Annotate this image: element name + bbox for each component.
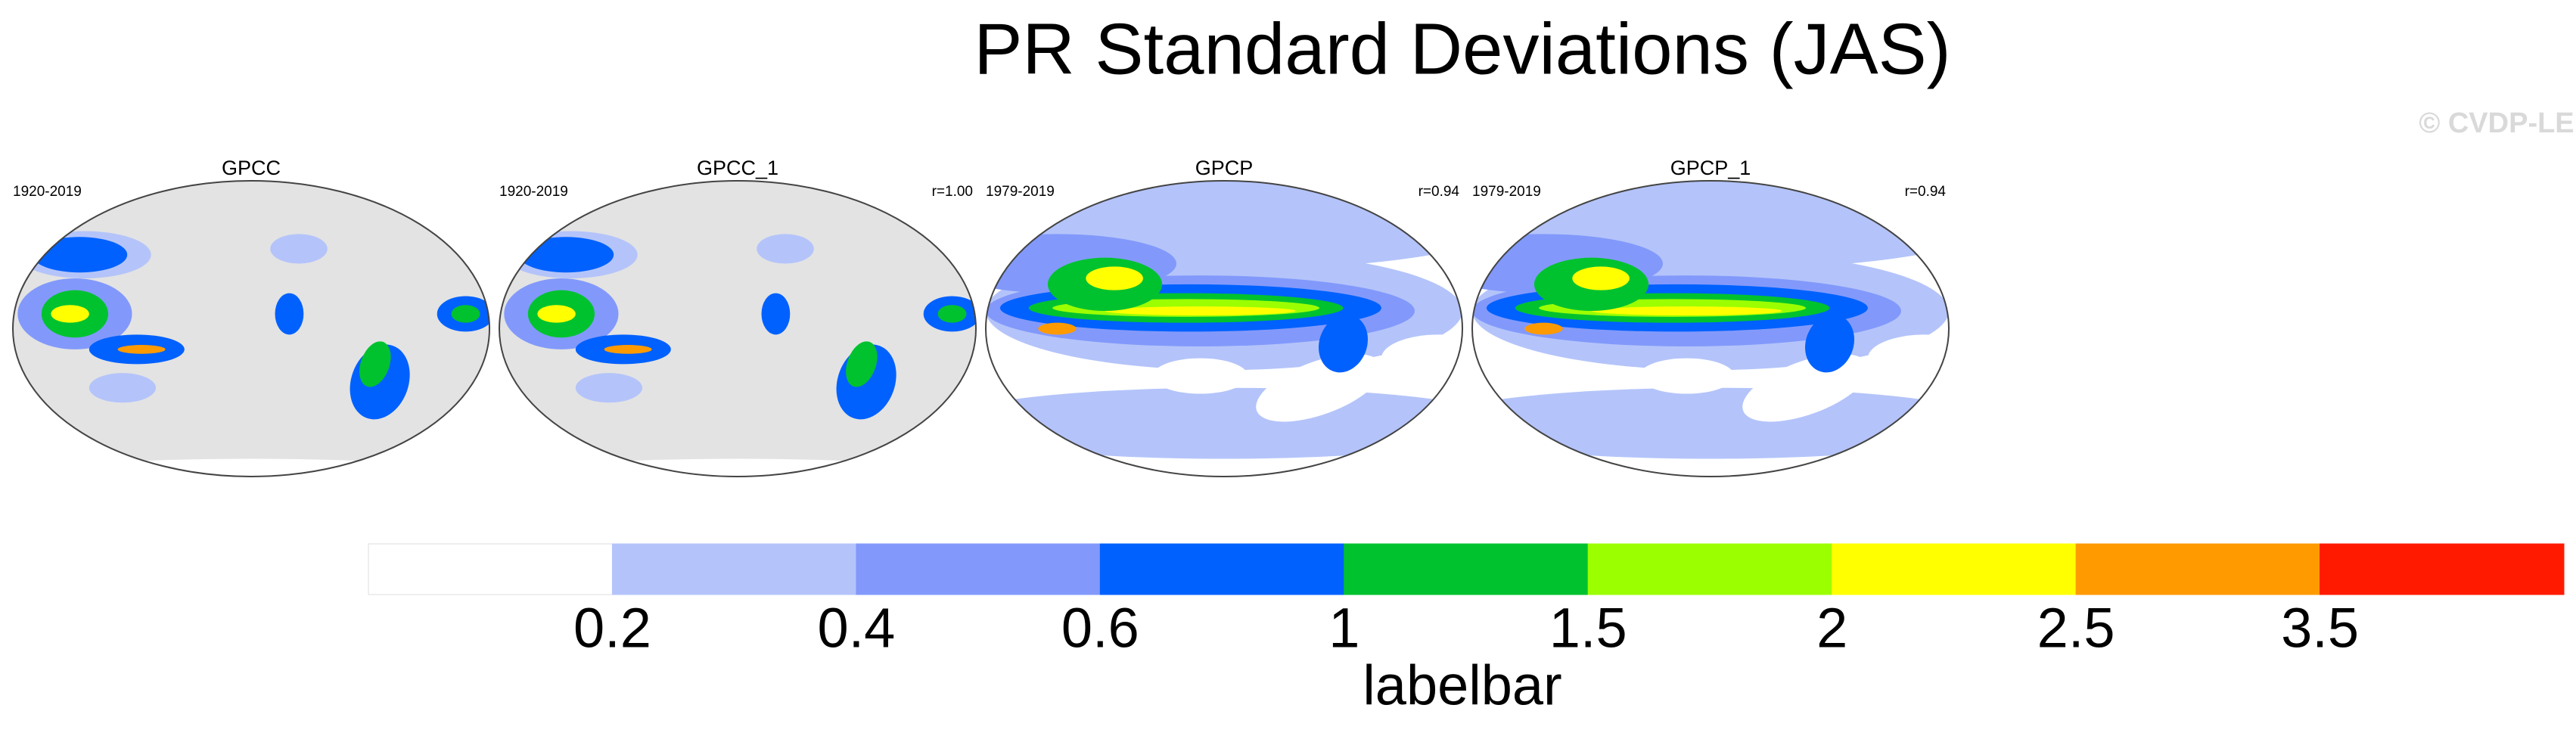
field-patch bbox=[604, 345, 652, 354]
panel-period: 1920-2019 bbox=[13, 184, 82, 200]
field-patch bbox=[518, 237, 614, 273]
colorbar-box bbox=[1832, 543, 2077, 595]
field-patch bbox=[1742, 353, 1869, 422]
colorbar-tick-label: 0.6 bbox=[1061, 597, 1139, 660]
field-patch bbox=[1472, 387, 1949, 459]
field-patch bbox=[1572, 266, 1630, 290]
colorbar-tick-label: 1.5 bbox=[1549, 597, 1627, 660]
colorbar-box bbox=[611, 543, 857, 595]
colorbar-tick-label: 0.2 bbox=[573, 597, 651, 660]
field-patch bbox=[937, 305, 967, 323]
colorbar-box bbox=[368, 543, 613, 595]
panel-period: 1920-2019 bbox=[499, 184, 568, 200]
field-patch bbox=[1038, 322, 1077, 335]
colorbar-box bbox=[2320, 543, 2565, 595]
field-patch bbox=[986, 387, 1462, 459]
map-border bbox=[1471, 180, 1950, 477]
field-patch bbox=[359, 341, 391, 387]
colorbar-tick-label: 2 bbox=[1816, 597, 1847, 660]
panel-period: 1979-2019 bbox=[986, 184, 1055, 200]
panel-title: GPCC_1 bbox=[697, 157, 778, 179]
field-patch bbox=[61, 458, 442, 477]
panel-title: GPCC bbox=[222, 157, 281, 179]
panel-correlation: r=0.94 bbox=[1905, 184, 1947, 200]
colorbar-box bbox=[1344, 543, 1589, 595]
field-patch bbox=[51, 305, 89, 323]
watermark: © CVDP-LE bbox=[2419, 107, 2574, 139]
colorbar-tick-label: 1 bbox=[1328, 597, 1359, 660]
field-patch bbox=[1381, 334, 1462, 382]
panel-correlation: r=0.94 bbox=[1419, 184, 1460, 200]
field-patch bbox=[1256, 353, 1383, 422]
field-patch bbox=[1105, 306, 1296, 315]
panel-title: GPCP_1 bbox=[1670, 157, 1751, 179]
field-patch bbox=[575, 373, 643, 403]
panel-period: 1979-2019 bbox=[1472, 184, 1541, 200]
field-patch bbox=[1152, 358, 1248, 394]
panel-title: GPCP bbox=[1195, 157, 1254, 179]
colorbar-tick-label: 3.5 bbox=[2281, 597, 2359, 660]
panels: GPCC 1920-2019 GPCC_1 1920-2019 r=1.00 GPCP 19… bbox=[12, 157, 1950, 477]
map-panel: GPCP_1 1979-2019 r=0.94 bbox=[1471, 157, 1950, 477]
field-patch bbox=[1591, 306, 1782, 315]
map bbox=[986, 181, 1462, 477]
colorbar-box bbox=[1587, 543, 1833, 595]
field-patch bbox=[270, 234, 328, 264]
field-patch bbox=[1086, 266, 1143, 290]
field-patch bbox=[547, 458, 928, 477]
field-patch bbox=[117, 345, 166, 354]
map-border bbox=[499, 180, 977, 477]
map bbox=[1472, 181, 1949, 477]
colorbar-label: labelbar bbox=[1363, 654, 1561, 717]
field-patch bbox=[451, 305, 480, 323]
field-patch bbox=[1319, 314, 1368, 373]
colorbar-tick-label: 2.5 bbox=[2037, 597, 2115, 660]
colorbar-box bbox=[856, 543, 1101, 595]
field-patch bbox=[846, 341, 878, 387]
field-patch bbox=[89, 373, 156, 403]
map-panel: GPCP 1979-2019 r=0.94 bbox=[985, 157, 1463, 477]
map bbox=[13, 181, 489, 477]
map-border bbox=[985, 180, 1463, 477]
colorbar: 0.2 0.4 0.6 1 1.5 2 2.5 3.5 bbox=[368, 543, 2565, 660]
field-patch bbox=[537, 305, 576, 323]
colorbar-tick-label: 0.4 bbox=[817, 597, 895, 660]
panel-correlation: r=1.00 bbox=[932, 184, 973, 200]
field-patch bbox=[32, 237, 128, 273]
field-patch bbox=[275, 293, 304, 335]
field-patch bbox=[1805, 314, 1854, 373]
map-panel: GPCC 1920-2019 bbox=[12, 157, 490, 477]
map bbox=[499, 181, 976, 477]
map-border bbox=[12, 180, 490, 477]
map-panel: GPCC_1 1920-2019 r=1.00 bbox=[499, 157, 977, 477]
field-patch bbox=[761, 293, 791, 335]
field-patch bbox=[1639, 358, 1735, 394]
colorbar-box bbox=[1099, 543, 1345, 595]
figure-title: PR Standard Deviations (JAS) bbox=[974, 8, 1950, 89]
field-patch bbox=[757, 234, 814, 264]
field-patch bbox=[1867, 334, 1949, 382]
field-patch bbox=[1524, 322, 1563, 335]
colorbar-box bbox=[2075, 543, 2321, 595]
